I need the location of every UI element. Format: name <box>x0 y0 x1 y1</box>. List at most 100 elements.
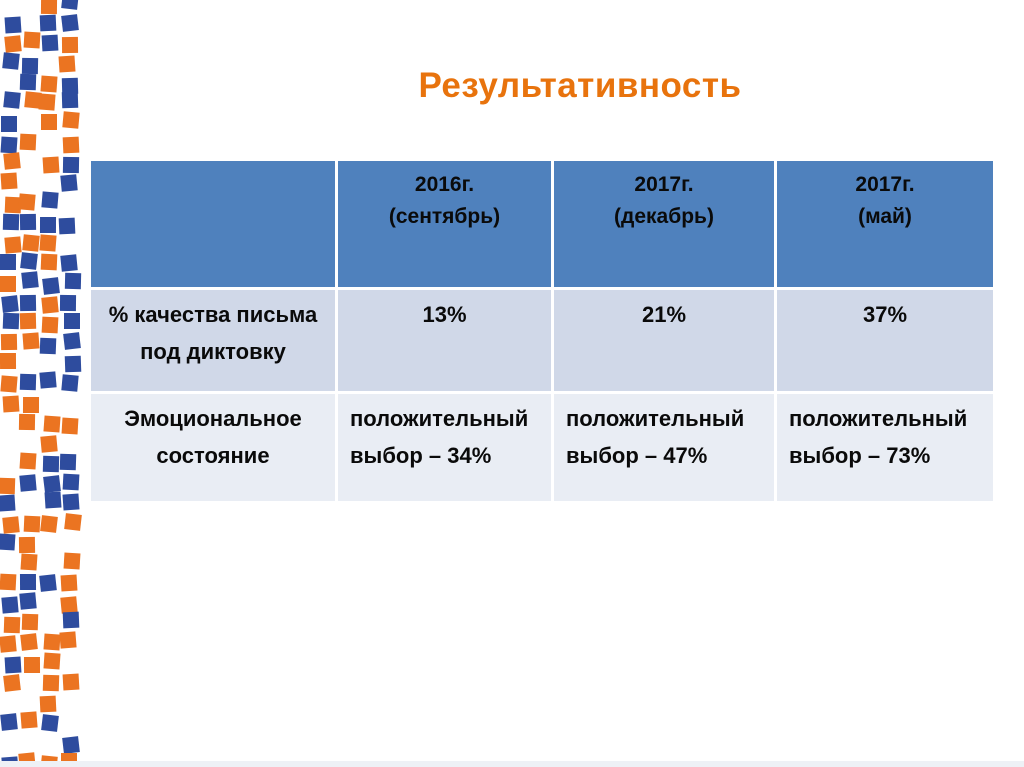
mosaic-square <box>3 616 20 634</box>
mosaic-square <box>19 294 36 311</box>
header-cell-2016-september: 2016г. (сентябрь) <box>335 158 554 290</box>
mosaic-square <box>61 92 78 109</box>
mosaic-square <box>59 631 78 649</box>
mosaic-square <box>23 515 41 533</box>
mosaic-square <box>3 673 22 692</box>
mosaic-square <box>4 35 22 54</box>
mosaic-square <box>19 252 38 270</box>
mosaic-square <box>4 656 22 674</box>
mosaic-square <box>0 352 16 369</box>
mosaic-square <box>20 214 37 231</box>
value-writing-2017-may: 37% <box>774 287 996 394</box>
mosaic-square <box>39 14 57 32</box>
slide-bottom-edge <box>0 761 1024 767</box>
value-emotional-2017-may: положительный выбор – 73% <box>774 391 996 504</box>
mosaic-square <box>61 37 78 54</box>
mosaic-square <box>63 332 81 351</box>
mosaic-square <box>19 573 36 591</box>
mosaic-square <box>22 332 40 350</box>
mosaic-square <box>0 635 17 654</box>
mosaic-square <box>0 712 18 731</box>
mosaic-square <box>63 552 81 570</box>
mosaic-square <box>4 16 22 34</box>
mosaic-square <box>38 574 57 592</box>
decorative-mosaic <box>0 0 84 767</box>
mosaic-square <box>60 373 79 392</box>
mosaic-square <box>43 633 61 651</box>
mosaic-square <box>0 253 17 270</box>
mosaic-square <box>23 31 41 49</box>
mosaic-square <box>40 75 58 93</box>
mosaic-square <box>41 34 59 52</box>
mosaic-square <box>0 375 18 393</box>
mosaic-square <box>40 0 57 15</box>
mosaic-square <box>2 395 20 413</box>
mosaic-square <box>20 633 39 651</box>
mosaic-square <box>1 115 18 132</box>
mosaic-square <box>43 475 62 494</box>
mosaic-square <box>59 217 76 235</box>
mosaic-square <box>0 172 18 190</box>
mosaic-square <box>61 417 79 434</box>
mosaic-square <box>4 236 22 254</box>
mosaic-square <box>41 713 59 732</box>
mosaic-square <box>21 57 38 75</box>
mosaic-square <box>23 396 40 413</box>
mosaic-square <box>42 455 60 473</box>
header-cell-2017-december: 2017г. (декабрь) <box>551 158 777 290</box>
mosaic-square <box>62 612 80 629</box>
mosaic-square <box>38 93 57 111</box>
mosaic-square <box>20 711 38 729</box>
mosaic-square <box>62 473 80 490</box>
mosaic-square <box>64 355 82 372</box>
mosaic-square <box>39 515 58 534</box>
mosaic-square <box>42 156 60 174</box>
mosaic-square <box>42 276 61 295</box>
mosaic-square <box>0 533 16 551</box>
mosaic-square <box>18 536 36 553</box>
mosaic-square <box>59 295 76 312</box>
mosaic-square <box>44 491 62 509</box>
mosaic-square <box>0 477 16 494</box>
value-emotional-2017-dec: положительный выбор – 47% <box>551 391 777 504</box>
mosaic-square <box>40 435 58 454</box>
table-header-row: 2016г. (сентябрь) 2017г. (декабрь) 2017г… <box>88 158 996 290</box>
mosaic-square <box>19 73 37 90</box>
table-row-emotional-state: Эмоциональное состояние положительный вы… <box>88 391 996 504</box>
mosaic-square <box>21 271 39 290</box>
mosaic-square <box>0 295 19 314</box>
mosaic-square <box>60 13 79 32</box>
mosaic-square <box>60 254 79 272</box>
mosaic-square <box>63 157 80 174</box>
mosaic-square <box>19 133 36 151</box>
mosaic-square <box>62 673 80 691</box>
mosaic-square <box>21 613 39 630</box>
mosaic-square <box>19 414 36 431</box>
mosaic-square <box>39 337 56 354</box>
mosaic-square <box>60 574 78 592</box>
mosaic-square <box>61 0 79 10</box>
value-writing-2016-sep: 13% <box>335 287 554 394</box>
mosaic-square <box>64 312 81 329</box>
mosaic-square <box>2 152 21 170</box>
mosaic-square <box>2 313 20 330</box>
mosaic-square <box>43 652 61 670</box>
mosaic-square <box>40 296 59 314</box>
mosaic-square <box>59 454 77 471</box>
mosaic-square <box>41 114 58 131</box>
mosaic-square <box>41 191 59 209</box>
mosaic-square <box>40 254 58 271</box>
mosaic-square <box>62 493 80 511</box>
value-emotional-2016-sep: положительный выбор – 34% <box>335 391 554 504</box>
mosaic-square <box>41 316 59 334</box>
mosaic-square <box>39 695 57 712</box>
mosaic-square <box>3 213 20 230</box>
mosaic-square <box>64 272 81 289</box>
mosaic-square <box>62 136 80 153</box>
mosaic-square <box>23 657 40 674</box>
slide-title: Результативность <box>418 66 742 105</box>
mosaic-square <box>1 516 20 535</box>
mosaic-square <box>19 452 37 470</box>
mosaic-square <box>20 553 38 571</box>
mosaic-square <box>19 474 37 492</box>
